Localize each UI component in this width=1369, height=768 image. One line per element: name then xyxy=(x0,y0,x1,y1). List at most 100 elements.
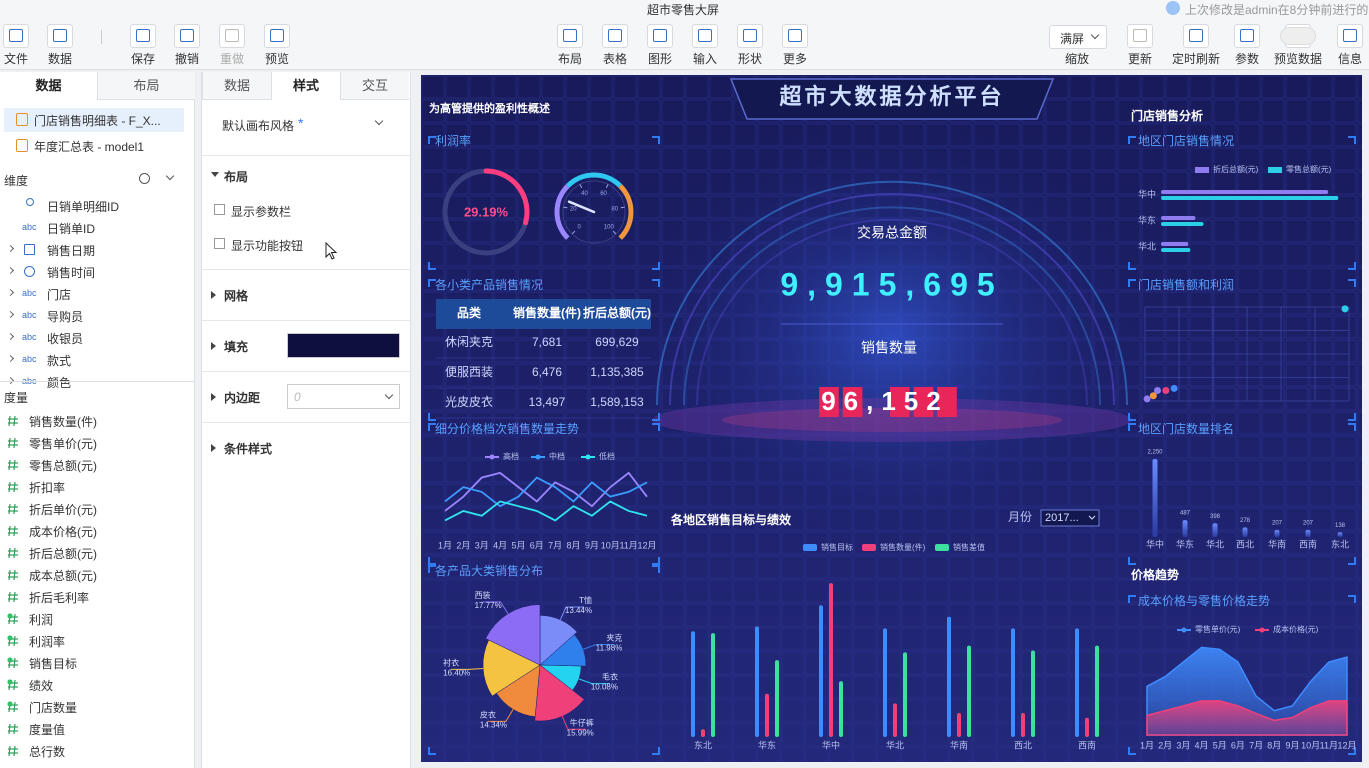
toolbar-button[interactable]: 布局 xyxy=(546,22,594,68)
toolbar-button[interactable]: 保存 xyxy=(119,22,167,68)
x-tick-label: 华中 xyxy=(1146,538,1164,549)
panel-tab[interactable]: 数据 xyxy=(202,72,271,100)
dataset-item[interactable]: 年度汇总表 - model1 xyxy=(4,134,184,158)
leader-line xyxy=(561,716,586,730)
section-title[interactable]: 条件样式 xyxy=(224,442,273,456)
measure-field[interactable]: 总行数 xyxy=(0,740,194,762)
digit-box xyxy=(937,387,957,417)
toolbar-button[interactable]: 更新 xyxy=(1112,22,1168,68)
field-name: 销售目标 xyxy=(29,657,78,671)
padding-select[interactable]: 0 xyxy=(287,384,400,409)
dimension-field[interactable]: 销售日期 xyxy=(0,239,194,261)
measure-field[interactable]: 绩效 xyxy=(0,674,194,696)
toolbar-divider xyxy=(101,30,102,44)
hash-stroke xyxy=(13,503,16,515)
measure-field[interactable]: 折扣率 xyxy=(0,476,194,498)
dome-arc xyxy=(696,218,1088,406)
toolbar-button[interactable]: 重做 xyxy=(208,22,256,68)
measure-field[interactable]: 成本价格(元) xyxy=(0,520,194,542)
field-type: abc xyxy=(22,332,37,342)
section-title[interactable]: 布局 xyxy=(224,170,249,184)
dimension-field[interactable]: abc 门店 xyxy=(0,283,194,305)
toolbar-button[interactable]: 形状 xyxy=(726,22,774,68)
panel-tab[interactable]: 样式 xyxy=(271,72,340,100)
toolbar-button[interactable]: 缩放 xyxy=(1049,22,1105,68)
toolbar-label: 保存 xyxy=(130,52,155,66)
toolbar-button[interactable]: 输入 xyxy=(681,22,729,68)
dimension-field[interactable]: abc 收银员 xyxy=(0,327,194,349)
measure-field[interactable]: 销售目标 xyxy=(0,652,194,674)
canvas-style-select[interactable]: 默认画布风格 * xyxy=(202,110,410,140)
toolbar-button[interactable]: 数据 xyxy=(36,22,84,68)
section-title[interactable]: 填充 xyxy=(224,340,249,354)
measure-field[interactable]: 利润率 xyxy=(0,630,194,652)
section-title[interactable]: 内边距 xyxy=(224,391,261,405)
dataset-item[interactable]: 门店销售明细表 - F_X... xyxy=(4,108,184,132)
toolbar-icon xyxy=(3,24,29,48)
pie-slice xyxy=(482,639,541,697)
toolbar-button[interactable]: 图形 xyxy=(636,22,684,68)
x-tick-label: 华东 xyxy=(1176,538,1194,549)
pie-label: 衬衣 xyxy=(443,657,459,667)
filter-select[interactable] xyxy=(1040,509,1100,527)
search-icon[interactable] xyxy=(139,173,150,184)
field-name: 折后单价(元) xyxy=(29,503,97,517)
dimension-field[interactable]: 销售时间 xyxy=(0,261,194,283)
measure-field[interactable]: 折后单价(元) xyxy=(0,498,194,520)
zoom-select[interactable]: 满屏 xyxy=(1049,25,1107,49)
dimension-field[interactable]: abc 导购员 xyxy=(0,305,194,327)
toolbar-button[interactable]: 预览 xyxy=(253,22,301,68)
section-title[interactable]: 网格 xyxy=(224,289,249,303)
panel-tab[interactable]: 交互 xyxy=(340,72,409,100)
toolbar-button[interactable]: 参数 xyxy=(1219,22,1275,68)
kpi-title: 交易总金额 xyxy=(857,225,927,241)
panel-tab[interactable]: 数据 xyxy=(0,72,97,100)
toolbar-button[interactable]: 表格 xyxy=(591,22,639,68)
gauge-arc xyxy=(554,184,570,240)
x-tick-label: 7月 xyxy=(1249,740,1263,750)
section-arrow xyxy=(211,291,220,299)
toolbar-button[interactable]: 预览数据 xyxy=(1270,22,1326,68)
toolbar-icon xyxy=(692,24,718,48)
dimension-field[interactable]: abc 颜色 xyxy=(0,371,194,393)
toolbar-button[interactable]: 撤销 xyxy=(163,22,211,68)
panel-corner xyxy=(1128,413,1136,421)
toolbar-button[interactable]: 定时刷新 xyxy=(1168,22,1224,68)
measure-field[interactable]: 利润 xyxy=(0,608,194,630)
toolbar-icon xyxy=(737,24,763,48)
measure-field[interactable]: 折后总额(元) xyxy=(0,542,194,564)
measure-field[interactable]: 零售单价(元) xyxy=(0,432,194,454)
measure-field[interactable]: 度量值 xyxy=(0,718,194,740)
pie-label: 夹克 xyxy=(606,633,622,643)
hash-stroke xyxy=(13,679,16,691)
calc-dot xyxy=(7,701,13,707)
checkbox[interactable] xyxy=(214,238,225,249)
toolbar-button[interactable]: 信息 xyxy=(1322,22,1369,68)
bar xyxy=(967,645,971,737)
legend-label: 零售总额(元) xyxy=(1286,164,1332,174)
checkbox[interactable] xyxy=(214,204,225,215)
measure-field[interactable]: 门店数量 xyxy=(0,696,194,718)
toolbar-button[interactable]: 文件 xyxy=(0,22,40,68)
panel-tab[interactable]: 布局 xyxy=(97,72,195,100)
panel-corner xyxy=(1348,262,1356,270)
page-title[interactable]: 超市零售大屏 xyxy=(646,3,719,17)
fill-swatch[interactable] xyxy=(287,333,400,358)
divider xyxy=(202,155,410,156)
line xyxy=(444,476,648,508)
measure-field[interactable]: 零售总额(元) xyxy=(0,454,194,476)
measure-field[interactable]: 折后毛利率 xyxy=(0,586,194,608)
expand-arrow xyxy=(6,354,15,363)
measure-field[interactable]: 销售数量(件) xyxy=(0,410,194,432)
line xyxy=(444,500,648,522)
dimension-field[interactable]: abc 日销单ID xyxy=(0,217,194,239)
dimension-field[interactable]: abc 款式 xyxy=(0,349,194,371)
toolbar-button[interactable]: 更多 xyxy=(771,22,819,68)
icon xyxy=(8,503,18,515)
toolbar-icon-glyph xyxy=(225,29,239,42)
x-tick-label: 12月 xyxy=(637,540,656,550)
dimension-field[interactable]: 日销单明细ID xyxy=(0,195,194,217)
bar xyxy=(701,729,705,737)
measure-field[interactable]: 成本总额(元) xyxy=(0,564,194,586)
divider xyxy=(202,422,410,423)
